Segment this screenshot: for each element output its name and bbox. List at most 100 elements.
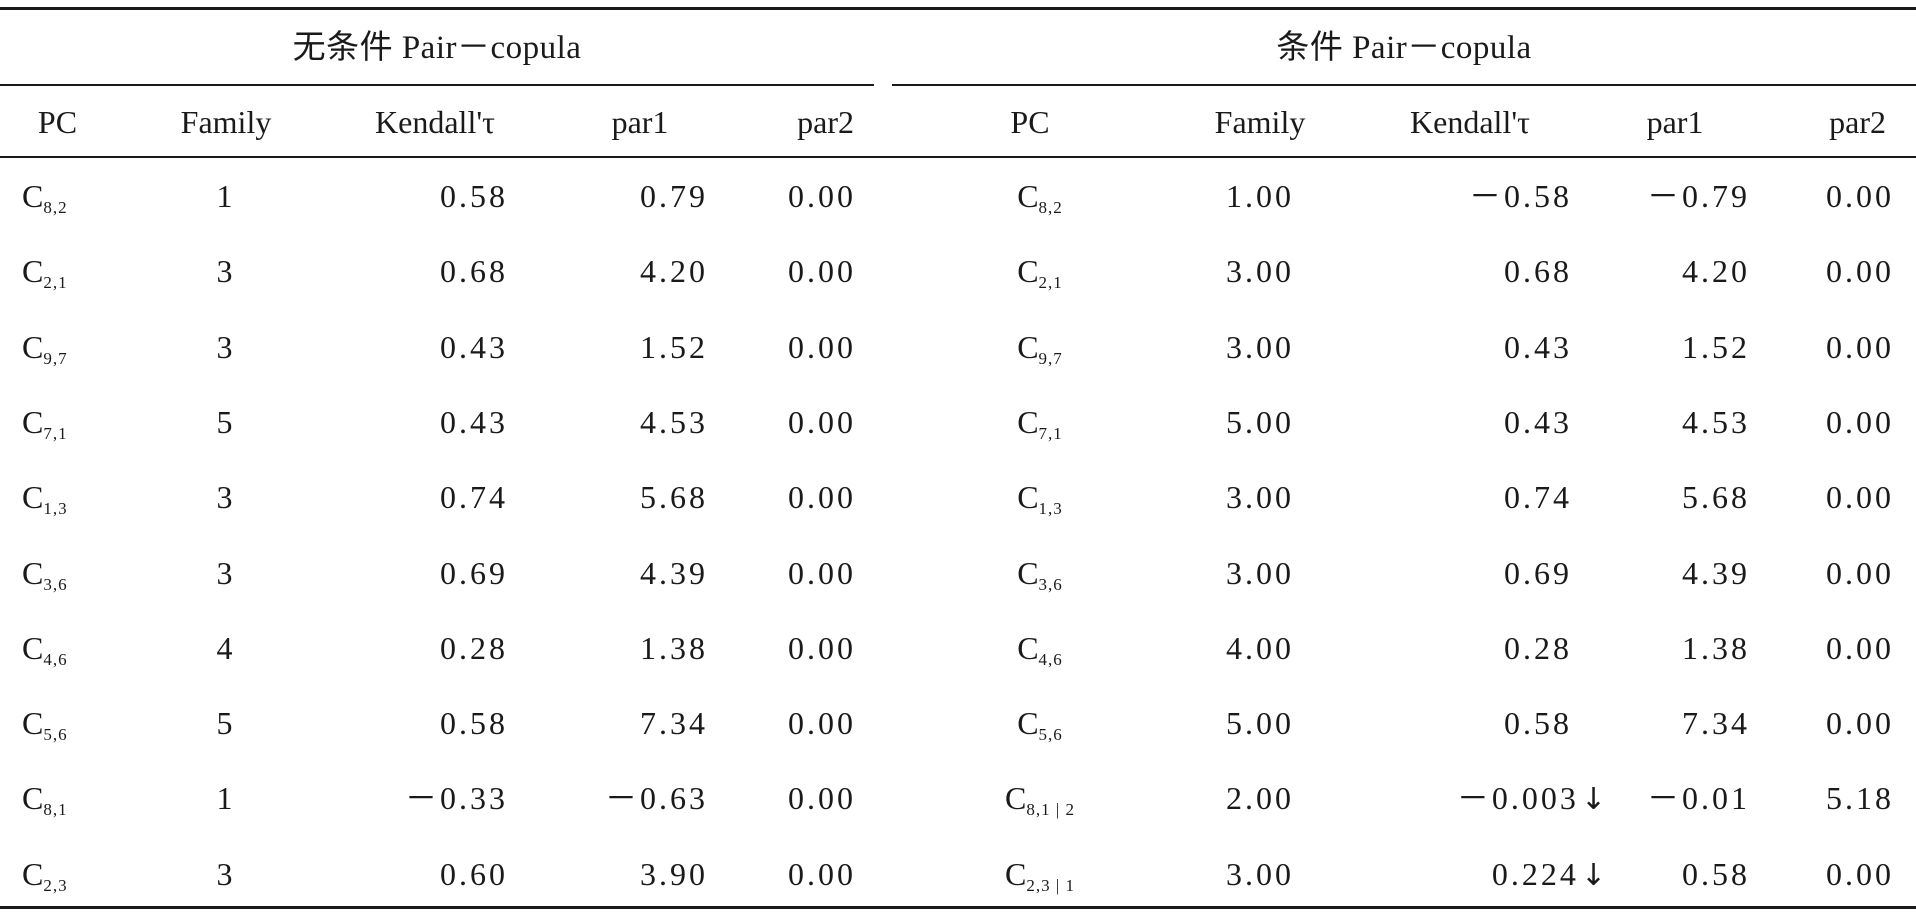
pc-subscript: 5,6 — [43, 725, 68, 745]
pc-symbol: C — [22, 403, 44, 440]
kendall-value: 0.43 — [1504, 403, 1572, 440]
pc-subscript: 8,1 — [43, 800, 68, 820]
kendall-value: －0.58 — [1468, 178, 1572, 214]
cell-par1-right: 4.53 — [1682, 403, 1750, 440]
pc-symbol: C — [1005, 855, 1027, 892]
kendall-value: 0.224 — [1491, 855, 1579, 892]
kendall-value: 0.69 — [1504, 554, 1572, 591]
cell-family-left: 3 — [216, 253, 236, 290]
pc-subscript: 5,6 — [1038, 725, 1063, 745]
header-pc-left: PC — [37, 104, 78, 140]
kendall-value: 0.68 — [1504, 253, 1572, 290]
cell-kendall-left: 0.58 — [440, 178, 508, 214]
pc-symbol: C — [22, 554, 44, 591]
cell-family-left: 5 — [216, 705, 236, 742]
cell-par1-right: －0.01 — [1646, 780, 1750, 817]
cell-family-right: 2.00 — [1226, 780, 1294, 817]
cell-family-left: 3 — [216, 855, 236, 892]
cell-par1-left: 4.53 — [640, 403, 708, 440]
header-family-right: Family — [1214, 104, 1306, 140]
pc-subscript: 2,1 — [43, 273, 68, 293]
table-row: C8,1 1 －0.33 －0.63 0.00 C8,1 | 2 2.00 －0.003↓ －0… — [0, 761, 1916, 836]
kendall-value: 0.43 — [1504, 328, 1572, 365]
group-title-conditional: 条件 Pair－copula — [1276, 30, 1532, 66]
cell-pc-left: C8,1 — [22, 761, 132, 836]
cell-pc-left: C2,1 — [22, 234, 132, 309]
cell-par1-left: －0.63 — [604, 780, 708, 817]
cell-par1-right: －0.79 — [1646, 178, 1750, 214]
group-rule-left — [0, 84, 874, 86]
cell-pc-right: C5,6 — [960, 686, 1120, 761]
pc-symbol: C — [22, 855, 44, 892]
cell-par1-right: 0.58 — [1682, 855, 1750, 892]
cell-par1-right: 1.38 — [1682, 629, 1750, 666]
cell-par2-left: 0.00 — [788, 253, 856, 290]
cell-pc-right: C1,3 — [960, 460, 1120, 535]
cell-par2-left: 0.00 — [788, 705, 856, 742]
cell-kendall-right: －0.003↓ — [1340, 761, 1606, 836]
group-title-unconditional: 无条件 Pair－copula — [292, 30, 582, 66]
cell-pc-left: C5,6 — [22, 686, 132, 761]
bottom-rule — [0, 906, 1916, 909]
pc-symbol: C — [22, 178, 44, 214]
header-rule — [0, 156, 1916, 158]
cell-par2-right: 0.00 — [1826, 705, 1894, 742]
cell-par1-right: 1.52 — [1682, 328, 1750, 365]
pc-symbol: C — [22, 253, 44, 290]
table-row: C7,1 5 0.43 4.53 0.00 C7,1 5.00 0.43 4.53 0.00 — [0, 385, 1916, 460]
cell-par1-left: 1.38 — [640, 629, 708, 666]
cell-kendall-left: 0.74 — [440, 479, 508, 516]
pc-subscript: 7,1 — [43, 423, 68, 443]
pc-symbol: C — [1005, 780, 1027, 817]
cell-family-left: 3 — [216, 479, 236, 516]
kendall-value: 0.74 — [1504, 479, 1572, 516]
cell-par1-right: 4.20 — [1682, 253, 1750, 290]
cell-par2-left: 0.00 — [788, 629, 856, 666]
cell-par2-right: 0.00 — [1826, 479, 1894, 516]
cell-par2-left: 0.00 — [788, 328, 856, 365]
cell-kendall-left: －0.33 — [404, 780, 508, 817]
pc-subscript: 3,6 — [1038, 574, 1063, 594]
cell-family-right: 3.00 — [1226, 855, 1294, 892]
kendall-value: 0.28 — [1504, 629, 1572, 666]
cell-kendall-left: 0.69 — [440, 554, 508, 591]
cell-par1-left: 4.20 — [640, 253, 708, 290]
cell-par1-left: 0.79 — [640, 178, 708, 214]
pc-symbol: C — [1017, 629, 1039, 666]
kendall-value: 0.58 — [1504, 705, 1572, 742]
cell-pc-right: C3,6 — [960, 536, 1120, 611]
cell-par1-left: 3.90 — [640, 855, 708, 892]
cell-kendall-right: 0.58 — [1340, 686, 1572, 761]
cell-par2-right: 0.00 — [1826, 855, 1894, 892]
pc-subscript: 2,1 — [1038, 273, 1063, 293]
cell-kendall-left: 0.43 — [440, 328, 508, 365]
cell-par2-right: 0.00 — [1826, 554, 1894, 591]
cell-family-right: 5.00 — [1226, 705, 1294, 742]
pc-subscript: 9,7 — [43, 348, 68, 368]
cell-par2-right: 5.18 — [1826, 780, 1894, 817]
pc-subscript: 8,1 | 2 — [1026, 800, 1075, 820]
cell-kendall-right: 0.28 — [1340, 611, 1572, 686]
cell-pc-right: C4,6 — [960, 611, 1120, 686]
table-row: C4,6 4 0.28 1.38 0.00 C4,6 4.00 0.28 1.38 0.00 — [0, 611, 1916, 686]
cell-family-right: 1.00 — [1226, 178, 1294, 214]
cell-par2-left: 0.00 — [788, 855, 856, 892]
cell-pc-left: C9,7 — [22, 310, 132, 385]
down-arrow-icon: ↓ — [1580, 857, 1606, 893]
table-row: C2,1 3 0.68 4.20 0.00 C2,1 3.00 0.68 4.20 0.00 — [0, 234, 1916, 309]
cell-par2-left: 0.00 — [788, 479, 856, 516]
cell-pc-left: C8,2 — [22, 159, 132, 234]
header-kendall-left: Kendall'τ — [375, 104, 495, 140]
cell-family-right: 5.00 — [1226, 403, 1294, 440]
pc-subscript: 9,7 — [1038, 348, 1063, 368]
top-rule — [0, 7, 1916, 10]
cell-par1-right: 5.68 — [1682, 479, 1750, 516]
header-par1-left: par1 — [611, 104, 669, 140]
pc-symbol: C — [1017, 705, 1039, 742]
cell-par2-right: 0.00 — [1826, 328, 1894, 365]
cell-kendall-right: 0.43 — [1340, 310, 1572, 385]
header-family-left: Family — [180, 104, 272, 140]
cell-pc-right: C8,1 | 2 — [960, 761, 1120, 836]
cell-par2-right: 0.00 — [1826, 629, 1894, 666]
